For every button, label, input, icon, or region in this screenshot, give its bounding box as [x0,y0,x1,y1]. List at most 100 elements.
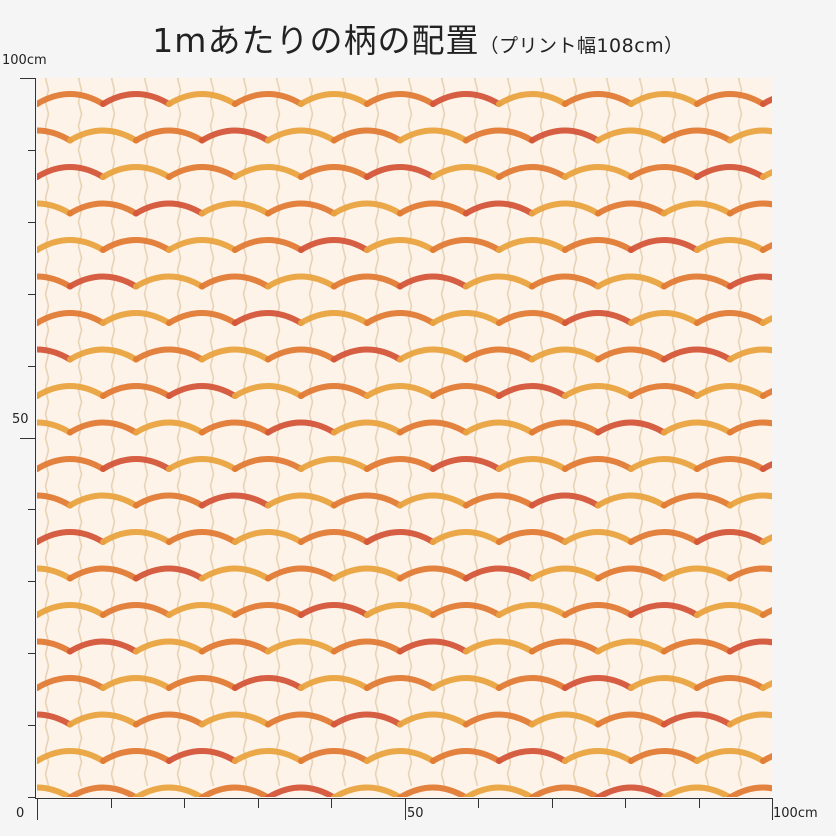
scallop-arc [133,638,205,655]
scallop-arc [133,711,205,728]
scallop-arc [232,237,304,253]
scallop-arc [760,315,772,326]
y-axis-mid-label: 50 [12,412,29,427]
y-axis-tick [28,509,36,510]
x-axis-tick [111,798,112,808]
scallop-arc [100,602,172,618]
scallop-arc [67,273,139,290]
scallop-arc [661,419,733,436]
scallop-arc [628,310,700,326]
scallop-arc [529,492,601,509]
scallop-arc [496,383,568,399]
scallop-arc [562,310,634,326]
title-main: 1mあたりの柄の配置 [152,21,480,60]
scallop-arc [562,91,634,107]
origin-label: 0 [16,806,25,821]
scallop-arc [100,164,172,180]
scallop-arc [364,456,436,472]
scallop-arc [397,492,469,509]
scallop-arc [496,748,568,764]
x-axis-mid-label: 50 [407,806,424,821]
scallop-arc [37,164,106,180]
scallop-arc [430,456,502,472]
scallop-arc [694,91,766,107]
scallop-arc [562,383,634,399]
scallop-arc [331,419,403,436]
scallop-arc [298,748,370,764]
scallop-arc [364,748,436,764]
scallop-arc [562,529,634,545]
scallop-arc [37,675,106,691]
scallop-arc [397,200,469,217]
y-axis-tick [28,653,36,654]
scallop-arc [298,675,370,691]
scallop-arc [232,310,304,326]
y-axis-tick [28,150,36,151]
scallop-arc [595,565,667,582]
scallop-arc [562,164,634,180]
scallop-arc [430,237,502,253]
scallop-arc [562,456,634,472]
scallop-arc [628,91,700,107]
scallop-arc [67,784,139,797]
scallop-arc [430,91,502,107]
scallop-arc [331,200,403,217]
scallop-arc [265,346,337,363]
scallop-arc [727,784,772,797]
scallop-arc [331,784,403,797]
scallop-arc [727,200,772,217]
scallop-arc [100,383,172,399]
scallop-arc [430,675,502,691]
scallop-arc [133,565,205,582]
scallop-arc [331,565,403,582]
scallop-arc [265,565,337,582]
scallop-arc [265,273,337,290]
scallop-arc [298,383,370,399]
scallop-arc [397,638,469,655]
scallop-arc [199,419,271,436]
scallop-arc [37,784,73,797]
scallop-arc [364,91,436,107]
scallop-arc [595,200,667,217]
scallop-arc [496,91,568,107]
x-axis-line [35,798,772,799]
scallop-arc [199,784,271,797]
scallop-arc [166,675,238,691]
scallop-arc [760,388,772,399]
scallop-arc [628,237,700,253]
scallop-arc [463,273,535,290]
scallop-arc [67,200,139,217]
scallop-arc [628,383,700,399]
scallop-arc [595,127,667,144]
scallop-arc [529,784,601,797]
scallop-arc [760,96,772,107]
x-axis-tick [478,798,479,808]
y-axis-tick [28,294,36,295]
scallop-arc [529,127,601,144]
scallop-arc [727,346,772,363]
scallop-arc [661,711,733,728]
scallop-arc [760,534,772,545]
scallop-arc [100,748,172,764]
scallop-arc [562,237,634,253]
scallop-arc [694,164,766,180]
scallop-arc [265,419,337,436]
scallop-arc [37,200,73,217]
scallop-arc [232,748,304,764]
scallop-arc [364,237,436,253]
y-axis-top-label: 100cm [2,53,47,68]
scallop-arc [430,310,502,326]
scallop-arc [199,711,271,728]
scallop-arc [562,602,634,618]
scallop-arc [166,602,238,618]
scallop-arc [595,784,667,797]
scallop-arc [562,748,634,764]
y-axis-line [35,78,36,797]
scallop-arc [397,784,469,797]
scallop-arc [166,748,238,764]
scallop-arc [661,638,733,655]
scallop-arc [661,273,733,290]
scallop-arc [694,237,766,253]
scallop-arc [133,273,205,290]
scallop-arc [364,675,436,691]
